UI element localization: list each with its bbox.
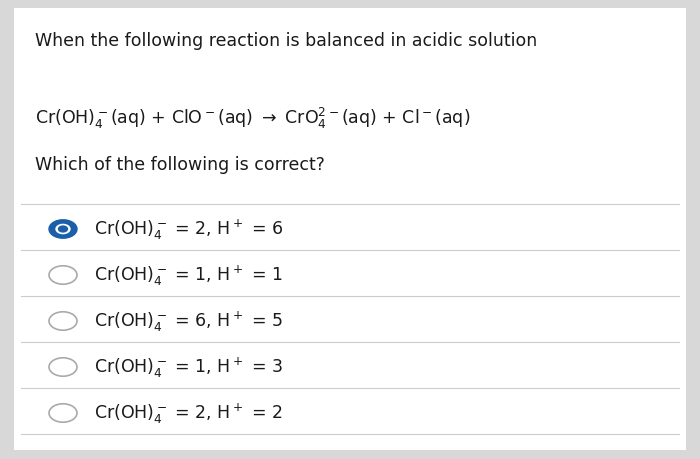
Circle shape xyxy=(49,220,77,239)
Text: Cr(OH)$_4^-$(aq) + ClO$^-$(aq) $\rightarrow$ CrO$_4^{2-}$(aq) + Cl$^-$(aq): Cr(OH)$_4^-$(aq) + ClO$^-$(aq) $\rightar… xyxy=(35,106,470,131)
Text: Which of the following is correct?: Which of the following is correct? xyxy=(35,156,325,174)
Text: When the following reaction is balanced in acidic solution: When the following reaction is balanced … xyxy=(35,32,538,50)
Text: Cr(OH)$_4^-$ = 6, H$^+$ = 5: Cr(OH)$_4^-$ = 6, H$^+$ = 5 xyxy=(94,309,284,333)
Text: Cr(OH)$_4^-$ = 1, H$^+$ = 1: Cr(OH)$_4^-$ = 1, H$^+$ = 1 xyxy=(94,263,283,287)
Text: Cr(OH)$_4^-$ = 1, H$^+$ = 3: Cr(OH)$_4^-$ = 1, H$^+$ = 3 xyxy=(94,355,284,379)
FancyBboxPatch shape xyxy=(14,9,686,450)
Circle shape xyxy=(59,227,67,232)
Text: Cr(OH)$_4^-$ = 2, H$^+$ = 2: Cr(OH)$_4^-$ = 2, H$^+$ = 2 xyxy=(94,401,283,425)
Text: Cr(OH)$_4^-$ = 2, H$^+$ = 6: Cr(OH)$_4^-$ = 2, H$^+$ = 6 xyxy=(94,218,284,241)
Circle shape xyxy=(56,225,70,234)
